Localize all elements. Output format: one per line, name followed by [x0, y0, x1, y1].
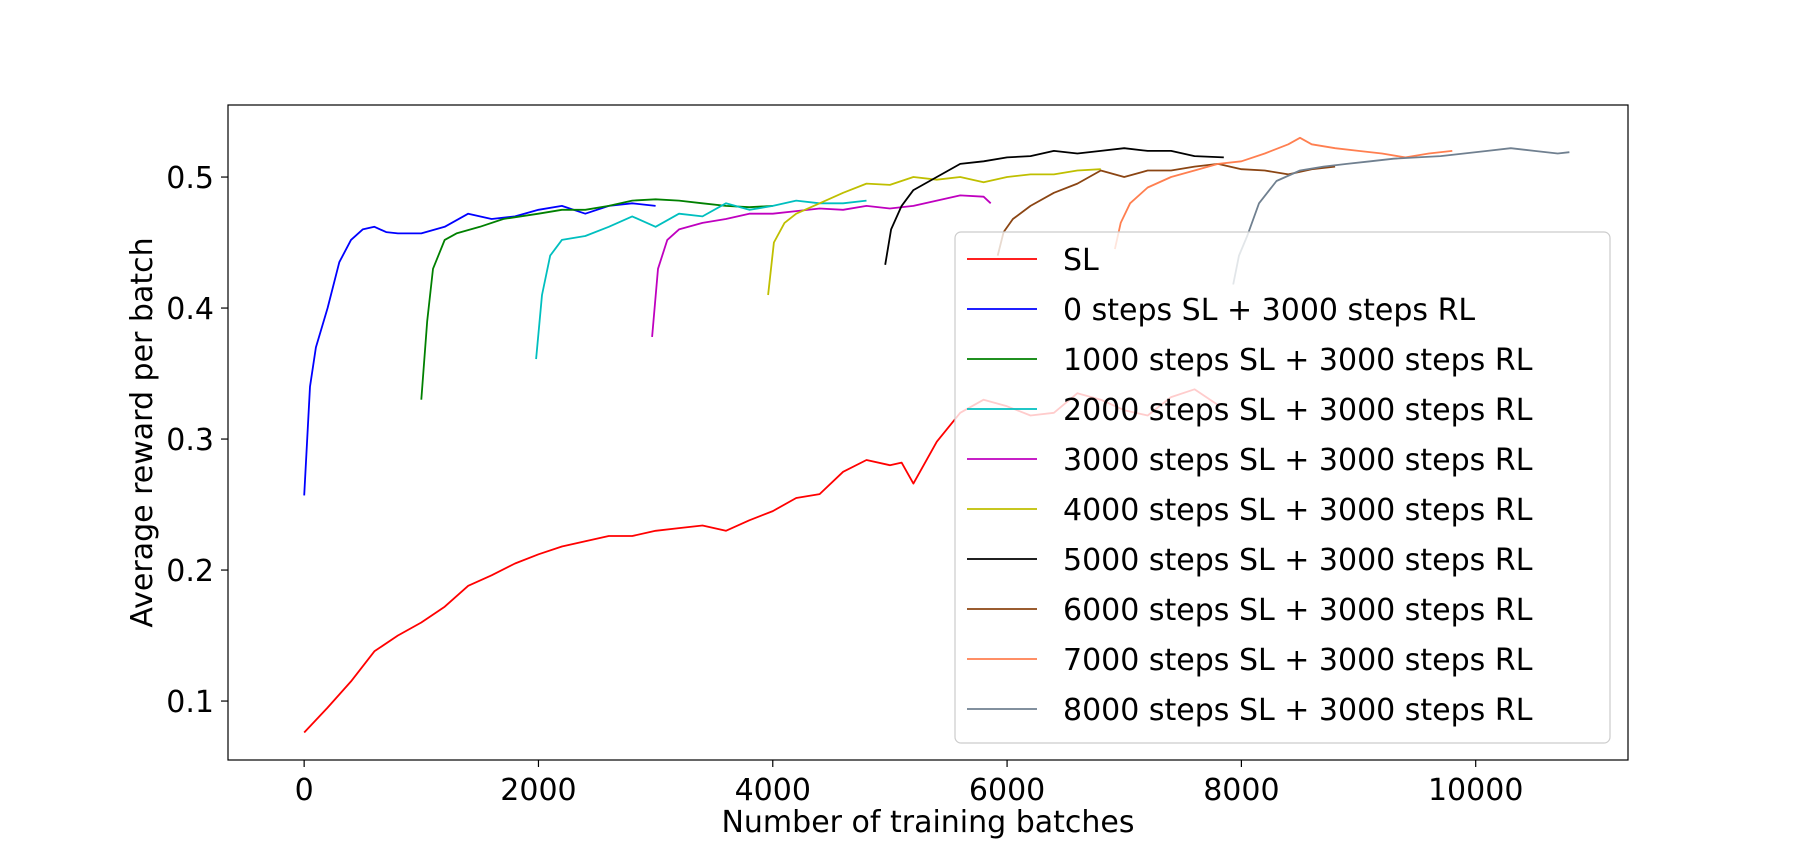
x-axis-label: Number of training batches: [721, 805, 1134, 840]
x-tick-label: 2000: [500, 773, 576, 808]
legend: SL 0 steps SL + 3000 steps RL 1000 steps S…: [954, 231, 1611, 744]
legend-entry: 0 steps SL + 3000 steps RL: [1063, 293, 1475, 328]
x-tick-label: 4000: [735, 773, 811, 808]
x-tick-label: 0: [295, 773, 314, 808]
series-line-9: [1232, 147, 1570, 285]
series-line-1: [303, 202, 656, 496]
x-tick-label: 10000: [1428, 773, 1523, 808]
x-axis-ticks: 0 2000 4000 6000 8000 10000: [295, 760, 1523, 808]
y-tick-label: 0.5: [166, 161, 214, 196]
y-tick-label: 0.3: [166, 423, 214, 458]
y-tick-label: 0.4: [166, 292, 214, 327]
y-tick-label: 0.1: [166, 685, 214, 720]
series-line-4: [651, 194, 992, 337]
legend-entry: 4000 steps SL + 3000 steps RL: [1063, 493, 1533, 528]
y-tick-label: 0.2: [166, 554, 214, 589]
legend-entry: 3000 steps SL + 3000 steps RL: [1063, 443, 1533, 478]
y-axis-label: Average reward per batch: [125, 237, 160, 627]
series-line-8: [1114, 136, 1453, 250]
series-line-3: [535, 199, 867, 360]
legend-entry: 8000 steps SL + 3000 steps RL: [1063, 693, 1533, 728]
legend-entry: 7000 steps SL + 3000 steps RL: [1063, 643, 1533, 678]
series-line-7: [996, 162, 1336, 256]
legend-entry: 2000 steps SL + 3000 steps RL: [1063, 393, 1533, 428]
legend-entry: 6000 steps SL + 3000 steps RL: [1063, 593, 1533, 628]
series-line-2: [420, 198, 773, 400]
legend-entry: SL: [1063, 243, 1099, 278]
y-axis-ticks: 0.1 0.2 0.3 0.4 0.5: [166, 161, 228, 720]
x-tick-label: 6000: [969, 773, 1045, 808]
plot-frame: [227, 104, 1629, 761]
series-line-5: [767, 168, 1101, 296]
legend-entry: 1000 steps SL + 3000 steps RL: [1063, 343, 1533, 378]
legend-entry: 5000 steps SL + 3000 steps RL: [1063, 543, 1533, 578]
series-line-6: [884, 147, 1224, 265]
legend-box: [954, 231, 1611, 744]
x-tick-label: 8000: [1203, 773, 1279, 808]
